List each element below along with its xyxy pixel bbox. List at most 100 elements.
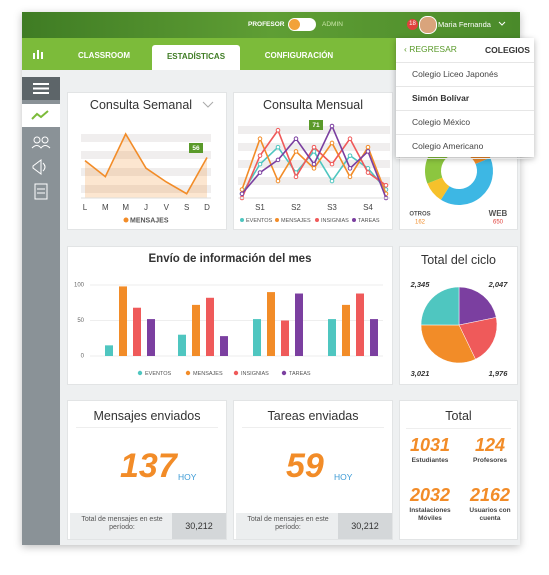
point	[275, 178, 281, 184]
legend-dot	[281, 370, 287, 376]
sidebar	[22, 77, 60, 545]
bar	[328, 319, 336, 356]
legend-dot	[233, 370, 239, 376]
bar	[192, 304, 200, 356]
role-toggle[interactable]	[288, 18, 316, 31]
role-right: ADMIN	[322, 21, 343, 28]
x-tick-label: L	[83, 203, 88, 212]
legend-label: INSIGNIAS	[321, 218, 349, 224]
point	[311, 166, 317, 171]
plot-band	[81, 151, 211, 159]
x-tick-label: S	[184, 203, 189, 212]
point	[383, 182, 389, 188]
point	[347, 166, 353, 171]
dropdown-title: COLEGIOS	[485, 45, 530, 55]
badge[interactable]: 18	[407, 19, 418, 30]
tabs: CLASSROOM ESTADÍSTICAS CONFIGURACIÓN	[22, 38, 402, 70]
legend-dot	[352, 218, 356, 222]
tag-bg	[309, 120, 323, 130]
legend-label: MENSAJES	[193, 371, 223, 377]
x-tick-label: S2	[291, 203, 301, 212]
user-name[interactable]: Maria Fernanda	[438, 20, 491, 29]
menu-button[interactable]	[22, 77, 60, 100]
dropdown-item[interactable]: Colegio Americano	[396, 135, 534, 159]
legend-dot	[123, 217, 129, 223]
data-label: 3,021	[411, 369, 430, 378]
segment-name: WEB	[489, 209, 508, 218]
bar	[105, 345, 113, 356]
tag-bg	[189, 143, 203, 153]
card-envio: Envío de información del mes 0 50 100 EVENT…	[67, 246, 393, 385]
point	[347, 174, 353, 180]
y-tick-label: 50	[77, 318, 84, 324]
card-title: Total del ciclo	[420, 253, 497, 267]
card-mensajes: Mensajes enviados 137 HOY Total de mensajes…	[67, 400, 227, 540]
tab[interactable]: CLASSROOM	[78, 51, 130, 60]
footer-total: 30,212	[172, 513, 226, 539]
point	[239, 187, 245, 192]
point	[311, 144, 317, 150]
bar	[295, 293, 303, 356]
tag-label: 56	[192, 145, 200, 152]
legend-label: EVENTOS	[246, 218, 273, 224]
card-title: Consulta Mensual	[262, 98, 364, 112]
point	[257, 161, 263, 167]
legend-dot	[315, 218, 319, 222]
point	[329, 140, 335, 146]
donut-slice	[440, 157, 493, 205]
bar	[206, 297, 214, 356]
role-left: PROFESOR	[248, 21, 285, 28]
data-label: 2,047	[488, 280, 509, 289]
x-tick-label: D	[204, 203, 210, 212]
pie-slice	[458, 317, 498, 360]
point	[257, 153, 263, 158]
item-label[interactable]: Colegio Liceo Japonés	[412, 69, 499, 79]
dropdown-item[interactable]: Colegio México	[396, 111, 534, 135]
stat-value: 2032	[409, 485, 451, 505]
tab[interactable]: ESTADÍSTICAS	[152, 45, 240, 70]
user-caret[interactable]	[498, 21, 506, 27]
y-tick-label: 0	[81, 354, 85, 360]
stat-value: 124	[474, 435, 506, 455]
pie-slice	[420, 286, 460, 326]
item-label[interactable]: Simón Bolívar	[412, 93, 470, 103]
nav-icons[interactable]	[22, 132, 60, 212]
bar	[267, 292, 275, 356]
dropdown-back[interactable]: ‹ REGRESAR	[404, 44, 457, 54]
plot-band	[81, 134, 211, 142]
kpi-value: 137	[120, 447, 177, 485]
chart: 0 50 100 EVENTOS MENSAJES INSIGNIAS TAREAS	[74, 283, 383, 377]
point	[329, 161, 335, 167]
legend-dot	[275, 218, 279, 222]
bar	[178, 334, 186, 356]
dropdown-item[interactable]: Simón Bolívar	[396, 87, 534, 111]
item-label[interactable]: Colegio Americano	[412, 141, 484, 151]
avatar[interactable]	[419, 16, 437, 34]
point	[347, 136, 353, 142]
card-consulta-semanal: Consulta Semanal MENSAJES L M M J V S D 56	[67, 92, 227, 230]
point	[365, 170, 371, 175]
footer-total: 30,212	[338, 513, 392, 539]
pie-slice	[420, 324, 476, 364]
chart: EVENTOS MENSAJES INSIGNIAS TAREAS S1 S2 S3 S4 71	[238, 120, 390, 224]
bar	[356, 293, 364, 356]
nav-stats[interactable]	[22, 104, 60, 127]
x-tick-label: J	[144, 203, 148, 212]
point	[365, 144, 371, 150]
data-label: 2,345	[410, 280, 431, 289]
dropdown-item[interactable]: Colegio Liceo Japonés	[396, 63, 534, 87]
back-label[interactable]: REGRESAR	[409, 44, 457, 54]
x-tick-label: M	[122, 203, 129, 212]
bar	[281, 320, 289, 356]
tab[interactable]: CONFIGURACIÓN	[264, 51, 334, 60]
bar	[342, 304, 350, 356]
item-label[interactable]: Colegio México	[412, 117, 471, 127]
legend-label: MENSAJES	[281, 218, 311, 224]
card-title: Consulta Semanal	[89, 98, 193, 112]
point	[257, 170, 263, 175]
legend-label: MENSAJES	[130, 217, 169, 224]
dropdown-list: Colegio Liceo Japonés Simón Bolívar Colegi…	[396, 62, 534, 159]
point	[293, 174, 299, 180]
donut-slice	[427, 177, 450, 200]
segment-name: OTROS	[409, 212, 430, 218]
